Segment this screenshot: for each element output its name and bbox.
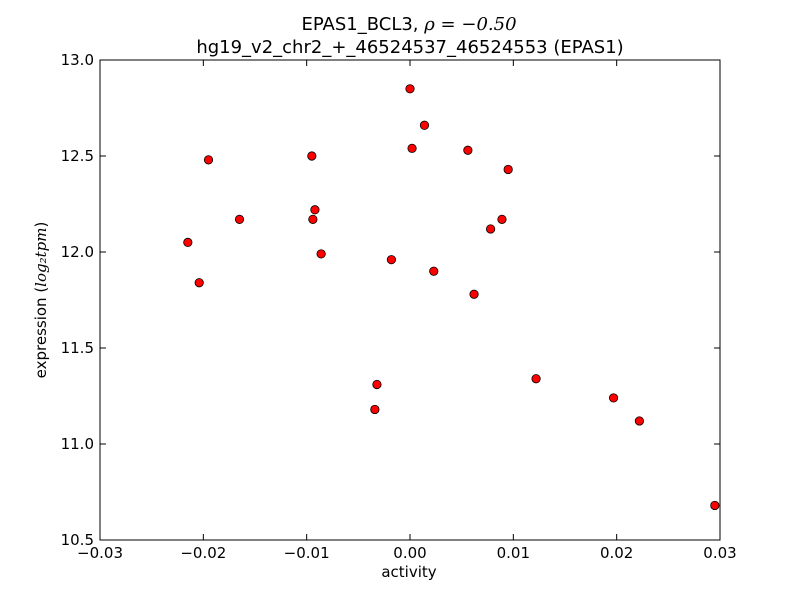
y-tick-label: 13.0 bbox=[61, 51, 94, 69]
data-point bbox=[386, 255, 396, 265]
data-point bbox=[203, 155, 214, 165]
data-point bbox=[429, 266, 439, 276]
data-point bbox=[405, 84, 415, 94]
plot-area bbox=[99, 59, 721, 541]
data-point bbox=[463, 145, 473, 155]
data-point bbox=[634, 416, 645, 426]
x-tick-label: −0.02 bbox=[180, 544, 226, 562]
x-tick-label: 0.00 bbox=[393, 544, 426, 562]
y-tick-label: 11.5 bbox=[61, 339, 94, 357]
data-point bbox=[407, 143, 417, 153]
data-point bbox=[183, 237, 193, 247]
chart-title-line1: EPAS1_BCL3, ρ = −0.50 bbox=[301, 14, 516, 35]
data-point bbox=[194, 278, 204, 288]
y-tick-label: 12.5 bbox=[61, 147, 94, 165]
data-points bbox=[183, 84, 720, 511]
x-axis: −0.03 −0.02 −0.01 0.00 0.01 0.02 0.03 bbox=[77, 60, 737, 562]
data-point bbox=[531, 374, 541, 384]
data-point bbox=[316, 249, 326, 259]
x-tick-label: 0.03 bbox=[703, 544, 736, 562]
x-tick-label: −0.01 bbox=[284, 544, 330, 562]
data-point bbox=[372, 379, 382, 390]
y-tick-label: 12.0 bbox=[61, 243, 94, 261]
data-point bbox=[469, 289, 479, 299]
data-point bbox=[608, 393, 619, 403]
y-axis-label: expression (log₂tpm) bbox=[32, 222, 50, 379]
data-point bbox=[503, 164, 513, 175]
chart-title-line2: hg19_v2_chr2_+_46524537_46524553 (EPAS1) bbox=[196, 37, 623, 58]
y-tick-label: 11.0 bbox=[61, 435, 94, 453]
data-point bbox=[710, 500, 720, 511]
x-tick-label: 0.02 bbox=[600, 544, 633, 562]
data-point bbox=[310, 205, 320, 215]
data-point bbox=[497, 214, 507, 224]
x-tick-label: 0.01 bbox=[497, 544, 530, 562]
data-point bbox=[485, 224, 496, 234]
x-tick-label: −0.03 bbox=[77, 544, 123, 562]
y-axis: 10.5 11.0 11.5 12.0 12.5 13.0 bbox=[61, 51, 720, 549]
data-point bbox=[419, 120, 430, 130]
chart-title-rho: ρ = −0.50 bbox=[423, 14, 516, 35]
data-point bbox=[370, 404, 380, 415]
data-point bbox=[308, 214, 318, 224]
chart-title-text: EPAS1_BCL3, bbox=[301, 14, 424, 35]
data-point bbox=[234, 214, 245, 224]
x-axis-label: activity bbox=[381, 563, 436, 581]
y-tick-label: 10.5 bbox=[61, 531, 94, 549]
data-point bbox=[307, 151, 317, 161]
